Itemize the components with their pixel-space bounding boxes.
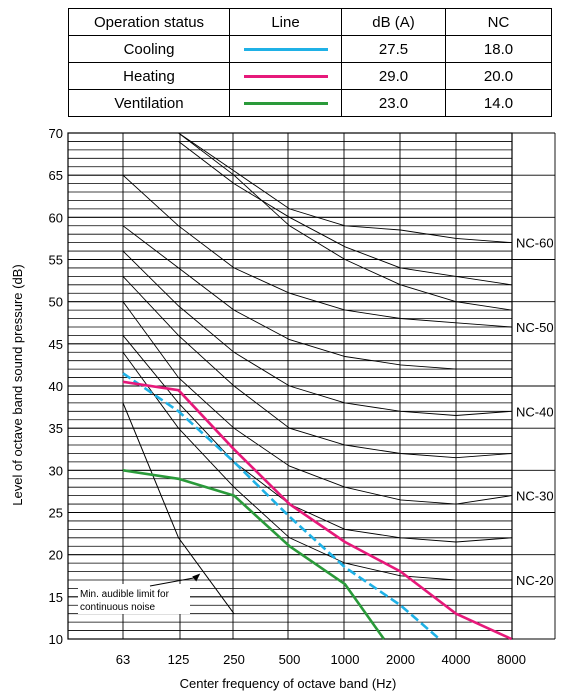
nc-label-nc-40: NC-40: [516, 404, 554, 419]
ventilation-swatch: [243, 102, 328, 106]
nc-curve-9: [122, 352, 512, 581]
x-axis-title: Center frequency of octave band (Hz): [180, 676, 397, 691]
annotation-arrow: [149, 577, 197, 587]
nc-curve-6: [122, 276, 512, 459]
nc-label-nc-50: NC-50: [516, 320, 554, 335]
legend-row-ventilation: Ventilation 23.0 14.0: [68, 89, 552, 117]
nc-curve-2: [178, 141, 512, 286]
nc-label-nc-30: NC-30: [516, 489, 554, 504]
y-tick-65: 65: [49, 168, 63, 183]
nc-curve-3: [122, 174, 512, 328]
ventilation-swatch-cell: [229, 89, 342, 117]
annotation-line-0: Min. audible limit for: [80, 589, 170, 600]
y-tick-35: 35: [49, 421, 63, 436]
x-tick-4000: 4000: [442, 652, 471, 667]
nc-curves: [122, 132, 512, 614]
legend-table: Operation status Line dB (A) NC Cooling …: [68, 8, 552, 117]
annotation-bg: [78, 584, 190, 614]
annotation-arrowhead: [192, 573, 201, 582]
cooling-dba: 27.5: [341, 35, 446, 63]
header-operation-status: Operation status: [68, 8, 230, 36]
audible-limit-curve: [122, 402, 235, 614]
x-tick-500: 500: [279, 652, 301, 667]
heating-swatch: [243, 75, 328, 79]
legend-row-heating: Heating 29.0 20.0: [68, 62, 552, 90]
nc-curve-8: [122, 335, 512, 543]
cooling-swatch: [243, 48, 328, 52]
legend-header-row: Operation status Line dB (A) NC: [68, 8, 552, 36]
x-tick-2000: 2000: [386, 652, 415, 667]
y-tick-70: 70: [49, 126, 63, 141]
chart-labels: 10 15 20 25 30 35 40 45 50 55 60 65 70 63 125 250 500 100…: [49, 126, 554, 667]
x-tick-8000: 8000: [497, 652, 526, 667]
ventilation-dba: 23.0: [341, 89, 446, 117]
y-tick-55: 55: [49, 253, 63, 268]
ventilation-nc: 14.0: [445, 89, 552, 117]
y-tick-30: 30: [49, 463, 63, 478]
chart-series: [122, 372, 513, 641]
nc-label-nc-60: NC-60: [516, 236, 554, 251]
header-nc: NC: [445, 8, 552, 36]
y-tick-20: 20: [49, 548, 63, 563]
x-tick-63: 63: [116, 652, 130, 667]
nc-curve-1: [178, 132, 512, 244]
y-tick-45: 45: [49, 337, 63, 352]
annotation-line-1: continuous noise: [80, 602, 155, 613]
y-axis-title: Level of octave band sound pressure (dB): [10, 264, 25, 505]
y-tick-50: 50: [49, 295, 63, 310]
x-tick-250: 250: [223, 652, 245, 667]
series-heating: [122, 380, 513, 641]
series-ventilation: [122, 469, 385, 640]
y-tick-10: 10: [49, 632, 63, 647]
legend-row-cooling: Cooling 27.5 18.0: [68, 35, 552, 63]
heating-dba: 29.0: [341, 62, 446, 90]
nc-curve-0: [178, 132, 512, 311]
series-cooling: [122, 372, 441, 640]
y-tick-25: 25: [49, 506, 63, 521]
y-tick-40: 40: [49, 379, 63, 394]
cooling-nc: 18.0: [445, 35, 552, 63]
header-line: Line: [229, 8, 342, 36]
x-tick-1000: 1000: [331, 652, 360, 667]
chart-grid: [67, 132, 556, 640]
y-tick-60: 60: [49, 210, 63, 225]
nc-label-nc-20: NC-20: [516, 573, 554, 588]
nc-curve-7: [122, 301, 512, 505]
nc-curve-4: [122, 225, 512, 370]
x-tick-125: 125: [168, 652, 190, 667]
nc-curve-5: [122, 250, 512, 416]
y-tick-15: 15: [49, 590, 63, 605]
ventilation-label: Ventilation: [68, 89, 230, 117]
